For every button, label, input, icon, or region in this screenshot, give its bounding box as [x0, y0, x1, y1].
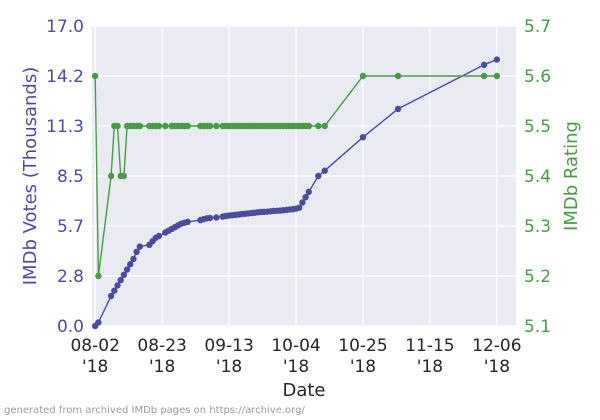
votes-data-point	[130, 255, 137, 263]
y-left-axis-label: IMDb Votes (Thousands)	[20, 67, 41, 286]
votes-data-point	[493, 56, 501, 63]
y-right-tick-label: 5.2	[524, 267, 551, 287]
x-axis-label: Date	[282, 380, 325, 401]
y-right-tick-label: 5.5	[524, 117, 551, 137]
rating-data-point	[162, 122, 169, 130]
x-tick-label: 08-02	[70, 336, 119, 356]
votes-data-point	[296, 204, 303, 211]
y-left-tick-label: 2.8	[57, 267, 84, 287]
votes-data-point	[136, 243, 144, 250]
votes-data-point	[133, 248, 140, 256]
votes-data-point	[120, 271, 128, 279]
votes-data-point	[114, 282, 121, 289]
rating-data-point	[321, 122, 328, 130]
rating-data-point	[206, 122, 214, 130]
rating-data-point	[213, 122, 220, 130]
rating-data-point	[91, 72, 99, 80]
y-right-tick-label: 5.3	[524, 217, 551, 237]
y-right-tick-label: 5.4	[524, 167, 551, 187]
votes-data-point	[117, 276, 124, 284]
rating-data-point	[394, 72, 402, 80]
rating-data-point	[480, 72, 488, 80]
x-tick-year-label: '18	[283, 357, 309, 377]
votes-data-point	[107, 292, 115, 300]
votes-data-point	[123, 266, 131, 273]
x-tick-label: 11-15	[405, 336, 454, 356]
y-left-tick-label: 11.3	[46, 117, 84, 137]
y-left-tick-label: 5.7	[57, 217, 84, 237]
rating-data-point	[305, 122, 312, 130]
y-right-tick-label: 5.6	[524, 67, 551, 87]
source-footnote: generated from archived IMDb pages on ht…	[4, 405, 305, 416]
votes-data-point	[315, 172, 322, 180]
rating-data-point	[315, 122, 322, 130]
x-tick-year-label: '18	[149, 357, 175, 377]
y-left-tick-label: 14.2	[46, 67, 84, 87]
votes-data-point	[359, 133, 367, 141]
y-right-tick-label: 5.1	[524, 317, 551, 337]
x-tick-year-label: '18	[82, 357, 108, 377]
votes-data-point	[111, 287, 118, 294]
rating-data-point	[359, 72, 367, 80]
votes-data-point	[302, 193, 309, 201]
x-tick-label: 09-13	[204, 336, 253, 356]
votes-data-point	[321, 167, 328, 174]
votes-data-point	[213, 214, 220, 221]
x-tick-year-label: '18	[216, 357, 242, 377]
rating-data-point	[136, 122, 144, 130]
rating-data-point	[120, 172, 128, 180]
x-tick-year-label: '18	[417, 357, 443, 377]
rating-data-point	[155, 122, 163, 130]
x-tick-label: 08-23	[137, 336, 186, 356]
x-tick-year-label: '18	[484, 357, 510, 377]
rating-data-point	[114, 122, 121, 130]
y-left-tick-label: 8.5	[57, 167, 84, 187]
votes-data-point	[127, 261, 134, 268]
votes-data-point	[206, 214, 214, 222]
votes-data-point	[394, 105, 402, 113]
votes-data-point	[155, 232, 163, 240]
x-tick-year-label: '18	[350, 357, 376, 377]
votes-data-point	[480, 61, 488, 69]
x-tick-label: 12-06	[472, 336, 521, 356]
votes-data-point	[95, 319, 102, 326]
votes-data-point	[184, 218, 191, 226]
rating-data-point	[184, 122, 191, 130]
rating-data-point	[107, 172, 115, 180]
x-tick-label: 10-04	[271, 336, 320, 356]
x-tick-label: 10-25	[338, 336, 387, 356]
votes-data-point	[299, 199, 306, 206]
rating-data-point	[95, 272, 102, 280]
y-left-tick-label: 0.0	[57, 317, 84, 337]
rating-data-point	[493, 72, 501, 80]
y-left-tick-label: 17.0	[46, 17, 84, 37]
votes-data-point	[305, 188, 312, 196]
y-right-tick-label: 5.7	[524, 17, 551, 37]
y-right-axis-label: IMDb Rating	[561, 121, 582, 231]
